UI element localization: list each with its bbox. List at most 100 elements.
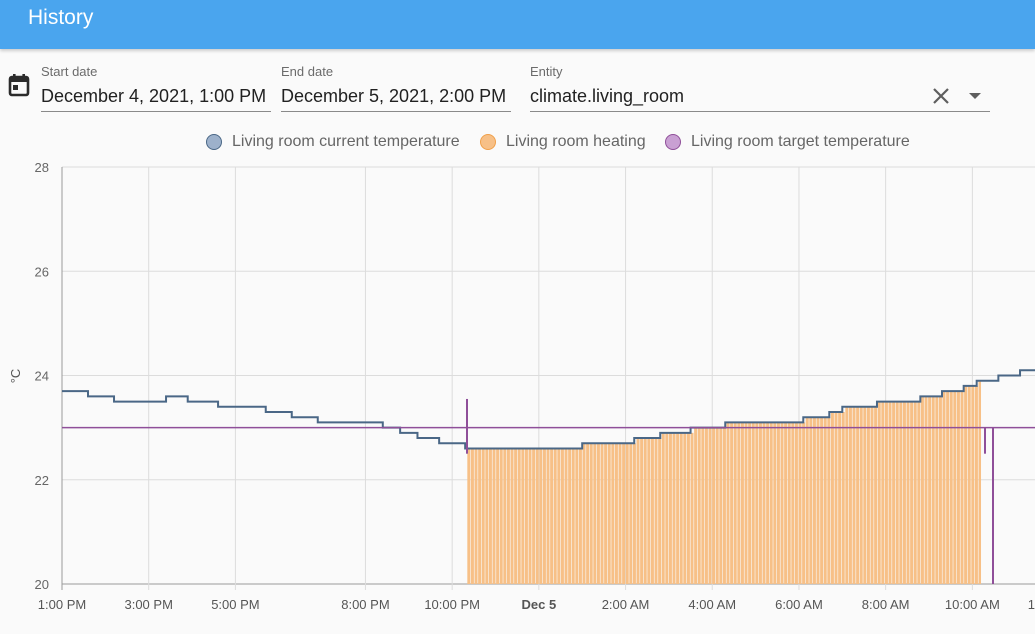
- heating-bar: [726, 422, 730, 584]
- heating-bar: [816, 417, 820, 584]
- heating-bar: [658, 438, 662, 584]
- heating-bar: [755, 422, 759, 584]
- heating-bar: [812, 417, 816, 584]
- start-date-label: Start date: [41, 64, 98, 79]
- heating-bar: [798, 422, 802, 584]
- legend-dot: [665, 134, 681, 150]
- heating-bar: [683, 432, 687, 584]
- heating-bar: [654, 438, 658, 584]
- x-tick-label: 6:00 AM: [775, 597, 823, 612]
- heating-bar: [550, 448, 554, 584]
- heating-bar: [704, 427, 708, 584]
- entity-input[interactable]: climate.living_room: [530, 86, 685, 106]
- heating-bar: [625, 443, 629, 584]
- heating-bar: [697, 427, 701, 584]
- heating-bar: [481, 448, 485, 584]
- heating-bar: [949, 391, 953, 584]
- x-tick-label: 3:00 PM: [124, 597, 172, 612]
- x-tick-label: 1:00 PM: [38, 597, 86, 612]
- end-date-value[interactable]: December 5, 2021, 2:00 PM: [281, 86, 507, 106]
- heating-bar: [730, 422, 734, 584]
- heating-bar: [748, 422, 752, 584]
- heating-bar: [647, 438, 651, 584]
- page-title: History: [28, 6, 94, 29]
- x-tick-label: 4:00 AM: [688, 597, 736, 612]
- heating-bar: [863, 406, 867, 584]
- heating-bar: [859, 406, 863, 584]
- y-axis-label: °C: [8, 369, 23, 384]
- heating-bar: [578, 448, 582, 584]
- heating-bar: [474, 448, 478, 584]
- heating-bar: [964, 385, 968, 584]
- x-tick-label: 2:00 AM: [602, 597, 650, 612]
- heating-bar: [632, 443, 636, 584]
- heating-bar: [902, 401, 906, 584]
- heating-bar: [604, 443, 608, 584]
- heating-bar: [960, 391, 964, 584]
- heating-bar: [838, 411, 842, 584]
- heating-bar: [881, 401, 885, 584]
- heating-bar: [780, 422, 784, 584]
- heating-bar: [470, 448, 474, 584]
- current-temperature-line: [62, 364, 1035, 450]
- heating-bar: [701, 427, 705, 584]
- end-date-field[interactable]: End date December 5, 2021, 2:00 PM: [281, 62, 511, 112]
- heating-bar: [596, 443, 600, 584]
- heating-bar: [931, 396, 935, 584]
- history-chart[interactable]: 20 22 24 26 28 1:00 PM 3:00 PM 5:00 PM 8:00 PM 10…: [0, 150, 1035, 634]
- heating-bar: [571, 448, 575, 584]
- heating-bar: [737, 422, 741, 584]
- heating-bar: [643, 438, 647, 584]
- chevron-down-icon[interactable]: [967, 91, 983, 101]
- heating-bar: [827, 417, 831, 584]
- entity-label: Entity: [530, 64, 563, 79]
- heating-bar: [478, 448, 482, 584]
- heating-bar: [841, 411, 845, 584]
- heating-bar: [920, 396, 924, 584]
- heating-bar: [953, 391, 957, 584]
- close-icon[interactable]: [931, 86, 951, 106]
- heating-bar: [794, 422, 798, 584]
- heating-bar: [582, 443, 586, 584]
- heating-bar: [488, 448, 492, 584]
- heating-bar: [600, 443, 604, 584]
- entity-field[interactable]: Entity climate.living_room: [530, 62, 990, 112]
- heating-bar: [690, 432, 694, 584]
- heating-bar: [758, 422, 762, 584]
- heating-bar: [809, 417, 813, 584]
- end-date-label: End date: [281, 64, 334, 79]
- heating-bar: [629, 443, 633, 584]
- heating-bar: [499, 448, 503, 584]
- heating-bar: [751, 422, 755, 584]
- heating-bar: [715, 427, 719, 584]
- heating-bar: [485, 448, 489, 584]
- heating-bar: [892, 401, 896, 584]
- start-date-field[interactable]: Start date December 4, 2021, 1:00 PM: [41, 62, 271, 112]
- heating-bar: [611, 443, 615, 584]
- y-tick-label: 26: [35, 264, 49, 279]
- heating-bar: [834, 411, 838, 584]
- heating-bar: [524, 448, 528, 584]
- heating-bar: [668, 432, 672, 584]
- heating-bar: [672, 432, 676, 584]
- heating-bar: [884, 401, 888, 584]
- heating-bar: [784, 422, 788, 584]
- heating-bar: [787, 422, 791, 584]
- heating-bar: [589, 443, 593, 584]
- heating-bar: [722, 427, 726, 584]
- heating-bar: [769, 422, 773, 584]
- start-date-value[interactable]: December 4, 2021, 1:00 PM: [41, 86, 267, 106]
- y-tick-label: 20: [35, 577, 49, 592]
- heating-bar: [564, 448, 568, 584]
- heating-bar: [974, 385, 978, 584]
- heating-bar: [575, 448, 579, 584]
- heating-bar: [766, 422, 770, 584]
- heating-bar: [650, 438, 654, 584]
- legend-label: Living room target temperature: [691, 133, 910, 150]
- heating-bar: [971, 385, 975, 584]
- heating-bar: [874, 406, 878, 584]
- calendar-icon[interactable]: [8, 73, 30, 97]
- heating-bar: [791, 422, 795, 584]
- heating-bar: [593, 443, 597, 584]
- heating-bar: [744, 422, 748, 584]
